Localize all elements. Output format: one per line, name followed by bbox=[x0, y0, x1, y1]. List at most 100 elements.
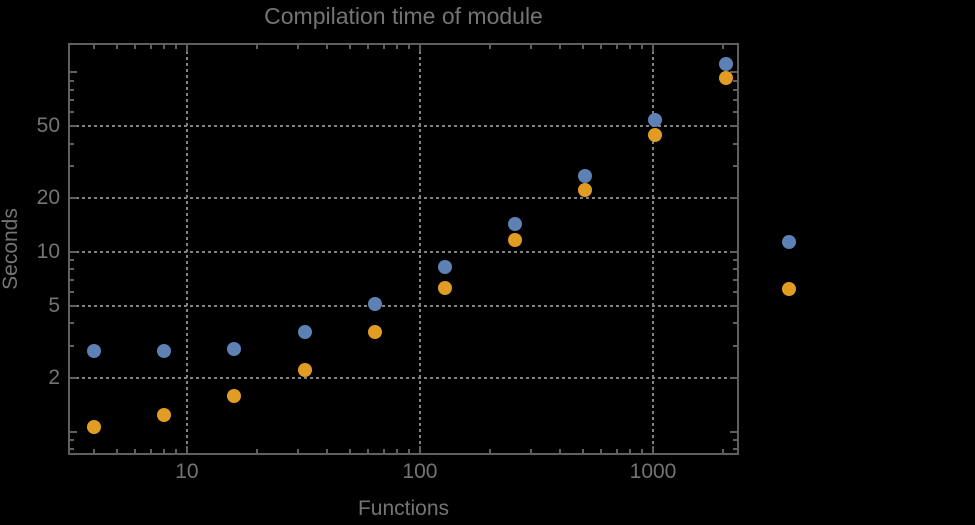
tick-x-1000-top bbox=[652, 45, 654, 52]
tick-y-3-left bbox=[70, 344, 74, 347]
gridline-y-10 bbox=[70, 250, 737, 253]
legend-marker-orange bbox=[782, 282, 796, 296]
tick-x-90-bottom bbox=[408, 449, 411, 453]
tick-x-600-top bbox=[600, 45, 603, 49]
tick-y-0.9-right bbox=[733, 438, 737, 441]
tick-x-100-top bbox=[418, 45, 421, 52]
tick-x-70-top bbox=[382, 45, 385, 49]
gridline-y-20 bbox=[70, 196, 737, 199]
gridline-y-50 bbox=[70, 125, 737, 128]
tick-x-700-bottom bbox=[615, 449, 618, 453]
tick-x-8-top bbox=[163, 45, 166, 49]
tick-y-70-left bbox=[70, 99, 74, 102]
tick-y-10-right bbox=[730, 250, 737, 253]
tick-x-900-top bbox=[641, 45, 644, 49]
tick-x-8-bottom bbox=[163, 449, 166, 453]
gridline-y-2 bbox=[70, 376, 737, 379]
tick-x-800-top bbox=[629, 45, 632, 49]
tick-x-10-bottom bbox=[185, 446, 188, 453]
tick-y-60-left bbox=[70, 111, 74, 114]
point-orange-x16 bbox=[227, 388, 242, 403]
point-blue-x1024 bbox=[648, 113, 663, 128]
tick-x-500-bottom bbox=[581, 449, 584, 453]
tick-y-1-right bbox=[730, 430, 737, 433]
point-blue-x16 bbox=[227, 341, 242, 356]
point-orange-x128 bbox=[437, 281, 452, 295]
tick-y-2-left bbox=[70, 376, 77, 379]
tick-x-20-bottom bbox=[256, 449, 259, 453]
tick-x-5-bottom bbox=[115, 449, 118, 453]
point-orange-x256 bbox=[508, 232, 523, 247]
tick-y-90-right bbox=[733, 79, 737, 82]
tick-y-100-left bbox=[70, 71, 77, 74]
point-orange-x64 bbox=[367, 324, 382, 339]
tick-x-7-top bbox=[149, 45, 152, 49]
tick-x-50-bottom bbox=[348, 449, 351, 453]
y-tick-label-10: 10 bbox=[36, 239, 60, 263]
x-tick-label-100: 100 bbox=[402, 460, 438, 483]
tick-y-9-left bbox=[70, 259, 74, 262]
tick-y-100-right bbox=[730, 71, 737, 74]
tick-y-50-right bbox=[730, 125, 737, 128]
tick-x-800-bottom bbox=[629, 449, 632, 453]
x-tick-label-10: 10 bbox=[175, 460, 199, 483]
tick-y-10-left bbox=[70, 250, 77, 253]
tick-y-0.8-right bbox=[733, 447, 737, 450]
tick-x-20-top bbox=[256, 45, 259, 49]
gridline-y-5 bbox=[70, 305, 737, 308]
tick-x-400-bottom bbox=[559, 449, 562, 453]
tick-y-20-right bbox=[730, 196, 737, 199]
tick-x-9-bottom bbox=[175, 449, 178, 453]
tick-x-400-top bbox=[559, 45, 562, 49]
tick-y-5-left bbox=[70, 305, 77, 308]
point-blue-x2048 bbox=[718, 57, 733, 72]
tick-x-4-bottom bbox=[93, 449, 96, 453]
tick-x-10-top bbox=[185, 45, 188, 52]
tick-y-80-left bbox=[70, 88, 74, 91]
tick-x-200-bottom bbox=[489, 449, 492, 453]
tick-x-30-bottom bbox=[297, 449, 300, 453]
y-tick-label-20: 20 bbox=[36, 185, 60, 209]
point-orange-x1024 bbox=[648, 127, 663, 142]
tick-x-2000-bottom bbox=[722, 449, 725, 453]
tick-x-300-top bbox=[530, 45, 533, 49]
tick-y-8-right bbox=[733, 268, 737, 271]
tick-x-60-bottom bbox=[367, 449, 370, 453]
tick-y-9-right bbox=[733, 259, 737, 262]
tick-y-30-right bbox=[733, 165, 737, 168]
tick-y-80-right bbox=[733, 88, 737, 91]
y-tick-label-5: 5 bbox=[48, 294, 60, 318]
tick-x-2000-top bbox=[722, 45, 725, 49]
tick-y-90-left bbox=[70, 79, 74, 82]
tick-x-70-bottom bbox=[382, 449, 385, 453]
tick-y-7-left bbox=[70, 278, 74, 281]
point-orange-x2048 bbox=[718, 71, 733, 85]
tick-x-40-bottom bbox=[326, 449, 329, 453]
tick-x-100-bottom bbox=[418, 446, 421, 453]
y-tick-label-50: 50 bbox=[36, 114, 60, 138]
tick-y-8-left bbox=[70, 268, 74, 271]
point-blue-x64 bbox=[367, 297, 382, 312]
tick-y-70-right bbox=[733, 99, 737, 102]
tick-x-60-top bbox=[367, 45, 370, 49]
y-tick-label-2: 2 bbox=[48, 365, 60, 389]
tick-x-700-top bbox=[615, 45, 618, 49]
point-blue-x8 bbox=[157, 344, 172, 359]
tick-x-300-bottom bbox=[530, 449, 533, 453]
tick-y-5-right bbox=[730, 305, 737, 308]
tick-x-6-top bbox=[134, 45, 137, 49]
point-orange-x512 bbox=[578, 183, 593, 198]
gridline-x-10 bbox=[185, 45, 188, 453]
tick-x-80-bottom bbox=[396, 449, 399, 453]
tick-y-7-right bbox=[733, 278, 737, 281]
tick-x-500-top bbox=[581, 45, 584, 49]
tick-x-4-top bbox=[93, 45, 96, 49]
point-orange-x32 bbox=[297, 363, 312, 378]
tick-y-30-left bbox=[70, 165, 74, 168]
tick-x-200-top bbox=[489, 45, 492, 49]
legend bbox=[782, 235, 796, 296]
tick-x-9-top bbox=[175, 45, 178, 49]
point-blue-x256 bbox=[508, 216, 523, 231]
tick-y-50-left bbox=[70, 125, 77, 128]
